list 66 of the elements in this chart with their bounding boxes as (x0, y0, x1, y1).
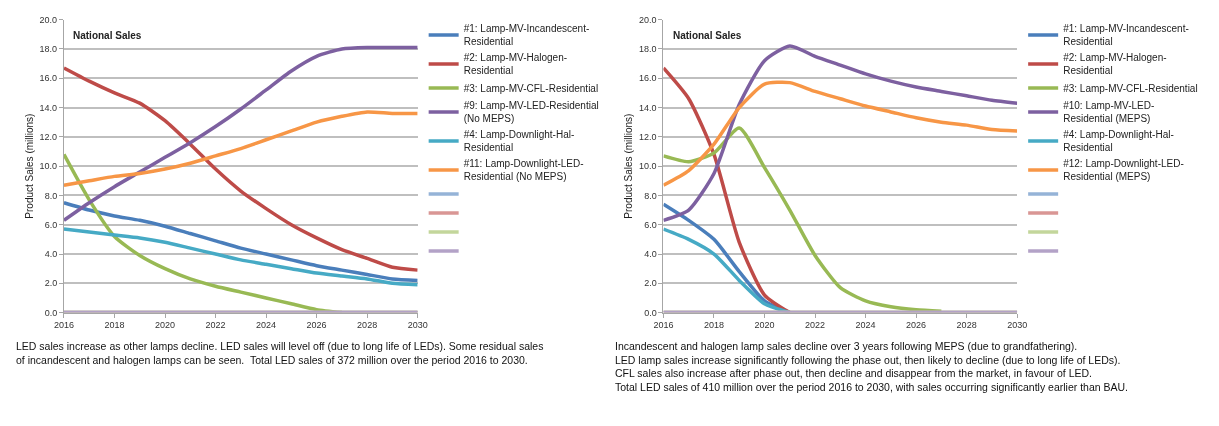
line-series (663, 126, 944, 313)
text: LED sales increase as other lamps decline. LED sales will level off (due to long life of LEDs). Some residual sales of incandescent and halogen lamps can be seen. Total LED sales of 372 million over the period 2016 to 2030. (16, 340, 544, 366)
line-series (663, 80, 1018, 187)
line-series (63, 45, 418, 223)
y-tick-label: 6.0 (644, 219, 657, 230)
legend-label: #1: Lamp-MV-Incandescent-Residential (463, 23, 590, 48)
line-series (663, 44, 1018, 223)
y-tick-label: 2.0 (44, 278, 58, 289)
y-tick-label: 16.0 (639, 73, 657, 84)
y-tick-label: 4.0 (44, 249, 58, 260)
line-series (63, 66, 418, 272)
y-tick-label: 8.0 (44, 190, 58, 201)
y-tick-label: 16.0 (39, 73, 58, 84)
x-tick-label: 2026 (906, 320, 927, 331)
x-tick-label: 2030 (407, 320, 428, 331)
line-series (63, 201, 418, 283)
x-tick-label: 2016 (653, 320, 674, 331)
x-tick-label: 2028 (357, 320, 378, 331)
y-tick-label: 4.0 (644, 249, 657, 260)
x-tick-label: 2022 (205, 320, 226, 331)
x-tick-label: 2018 (104, 320, 125, 331)
line-series (663, 66, 792, 313)
y-tick-label: 10.0 (639, 161, 657, 172)
y-tick-label: 14.0 (639, 102, 657, 113)
legend-label: #3: Lamp-MV-CFL-Residential (463, 82, 599, 94)
legend-label: #3: Lamp-MV-CFL-Residential (1063, 82, 1198, 94)
y-tick-label: 0.0 (44, 307, 58, 318)
y-tick-label: 20.0 (39, 14, 58, 25)
legend-label: #11: Lamp-Downlight-LED-Residential (No MEPS) (463, 158, 584, 183)
legend-label: #1: Lamp-MV-Incandescent-Residential (1063, 23, 1189, 48)
y-tick-label: 2.0 (644, 278, 657, 289)
y-tick-label: 12.0 (39, 131, 58, 142)
y-tick-label: 18.0 (39, 44, 58, 55)
y-tick-label: 12.0 (639, 131, 657, 142)
x-tick-label: 2020 (754, 320, 775, 331)
line-series (663, 227, 792, 313)
y-tick-label: 18.0 (639, 44, 657, 55)
x-tick-label: 2016 (53, 320, 74, 331)
y-axis-title: Product Sales (millions) (23, 113, 35, 219)
y-tick-label: 20.0 (639, 14, 657, 25)
x-tick-label: 2030 (1007, 320, 1028, 331)
legend-label: #2: Lamp-MV-Halogen-Residential (1063, 52, 1167, 77)
x-tick-label: 2022 (805, 320, 826, 331)
legend-label: #10: Lamp-MV-LED-Residential (MEPS) (1063, 100, 1155, 125)
legend-label: #9: Lamp-MV-LED-Residential (No MEPS) (463, 100, 599, 125)
x-tick-label: 2026 (306, 320, 327, 331)
y-tick-label: 14.0 (39, 102, 58, 113)
y-tick-label: 8.0 (644, 190, 657, 201)
legend-label: #12: Lamp-Downlight-LED-Residential (MEPS) (1063, 158, 1184, 183)
y-tick-label: 6.0 (44, 219, 58, 230)
legend-label: #2: Lamp-MV-Halogen-Residential (463, 52, 568, 77)
x-tick-label: 2018 (703, 320, 724, 331)
text: National Sales (673, 30, 742, 41)
line-series (63, 110, 418, 187)
x-tick-label: 2020 (155, 320, 176, 331)
text: Incandescent and halogen lamp sales decline over 3 years following MEPS (due to grandfathering). LED lamp sales increase significantly following the phase out, then likely to decline (due to long life of LEDs). CFL sales also increase after phase out, then decline and disappear from the market, in favour of LED. Total LED sales of 410 million over the period 2016 to 2030, with sales occurring significantly earlier than BAU. (615, 340, 1129, 393)
line-series (63, 227, 418, 287)
y-tick-label: 10.0 (39, 161, 58, 172)
x-tick-label: 2024 (256, 320, 277, 331)
text: National Sales (73, 30, 142, 41)
x-tick-label: 2024 (855, 320, 876, 331)
y-axis-title: Product Sales (millions) (623, 113, 635, 219)
x-tick-label: 2028 (956, 320, 977, 331)
y-tick-label: 0.0 (644, 307, 657, 318)
legend-label: #4: Lamp-Downlight-Hal-Residential (1063, 129, 1174, 154)
legend-label: #4: Lamp-Downlight-Hal-Residential (463, 129, 575, 154)
